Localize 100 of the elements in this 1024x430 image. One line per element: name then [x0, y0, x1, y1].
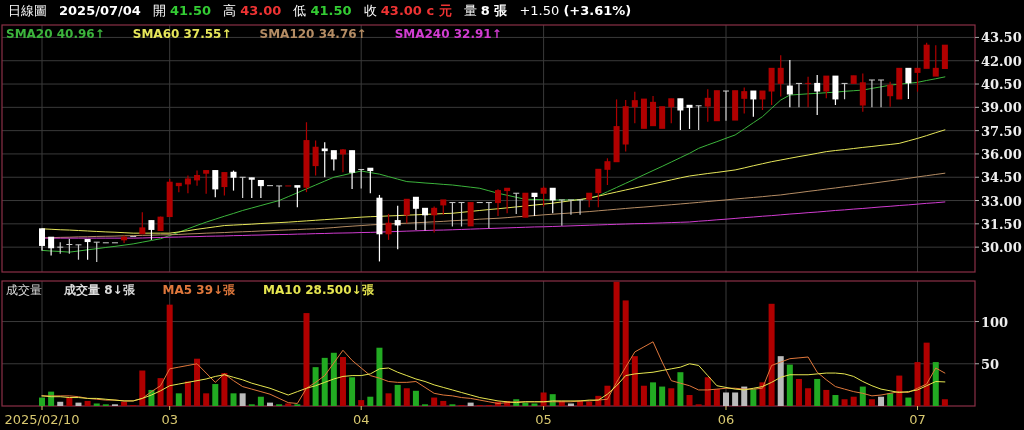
- candlestick: [723, 90, 729, 122]
- candlestick: [695, 105, 702, 131]
- bar: [175, 393, 182, 406]
- bar: [121, 401, 128, 406]
- candlestick: [859, 72, 866, 113]
- x-tick-label: 06: [717, 412, 735, 427]
- candlestick: [39, 228, 45, 252]
- bar: [212, 384, 219, 406]
- candlestick: [823, 75, 830, 99]
- candlestick: [403, 198, 410, 224]
- bar: [285, 403, 292, 406]
- bar: [139, 370, 146, 406]
- x-tick-label: 04: [352, 412, 370, 427]
- bar: [567, 403, 574, 406]
- candlestick: [659, 106, 666, 129]
- bar: [723, 392, 729, 406]
- candlestick: [458, 201, 465, 228]
- y-axis-title: 成交量: [6, 283, 42, 297]
- bar: [805, 388, 812, 406]
- bar: [622, 300, 629, 406]
- candlestick: [805, 76, 812, 108]
- bar: [431, 397, 438, 406]
- bar: [896, 375, 903, 406]
- bar: [704, 377, 711, 406]
- legend: SMA20 40.96↑ SMA60 37.55↑ SMA120 34.76↑ SMA240 32.91↑: [6, 27, 502, 41]
- bar: [184, 381, 191, 406]
- bar: [586, 401, 593, 406]
- candlestick: [412, 196, 419, 231]
- bar: [668, 388, 675, 406]
- bar: [640, 385, 647, 406]
- candlestick: [686, 104, 693, 130]
- bar: [257, 396, 264, 406]
- bar: [923, 342, 930, 406]
- candlestick: [257, 179, 264, 199]
- bar: [39, 397, 45, 406]
- x-tick-label: 05: [535, 412, 552, 427]
- candlestick: [567, 199, 574, 216]
- bar: [777, 356, 784, 406]
- bar: [66, 397, 73, 406]
- bar: [194, 358, 201, 406]
- y-tick-label: 100: [981, 314, 1009, 330]
- bar: [239, 393, 246, 406]
- bar: [786, 364, 793, 406]
- candlestick: [212, 169, 219, 198]
- bar: [84, 400, 91, 406]
- candlestick: [868, 79, 875, 108]
- bar: [221, 373, 228, 406]
- candlestick: [349, 150, 356, 190]
- bar: [859, 386, 866, 406]
- bar: [750, 389, 757, 406]
- candlestick: [385, 213, 392, 241]
- bar: [321, 357, 328, 406]
- y-tick-label: 39.00: [981, 100, 1022, 116]
- bar: [267, 402, 273, 406]
- bar: [540, 392, 547, 406]
- candlestick: [677, 98, 684, 131]
- y-tick-label: 50: [981, 356, 1000, 372]
- candlestick: [139, 211, 146, 235]
- candlestick: [84, 238, 91, 261]
- bar: [932, 362, 939, 406]
- bar: [905, 397, 912, 406]
- bar: [467, 402, 474, 406]
- bar: [376, 347, 383, 406]
- x-tick-label: 2025/02/10: [4, 412, 80, 427]
- candlestick: [604, 157, 611, 186]
- candlestick: [422, 207, 429, 232]
- candlestick: [558, 199, 565, 227]
- candlestick: [741, 86, 748, 114]
- candlestick: [48, 236, 55, 257]
- candlestick: [194, 169, 201, 187]
- bar: [868, 399, 875, 406]
- bar: [841, 399, 848, 406]
- bar: [330, 352, 337, 406]
- legend: 成交量 8↓張 MA5 39↓張 MA10 28.500↓張: [64, 283, 374, 297]
- header: 日線圖 2025/07/04 開 41.50 高 43.00 低 41.50 收 43.00 c 元 量 8 張 +1.50 (+3.61%): [8, 3, 632, 18]
- candlestick: [704, 88, 711, 123]
- bar: [713, 389, 720, 406]
- candlestick: [276, 185, 283, 208]
- candlestick: [905, 67, 912, 100]
- candlestick: [814, 74, 821, 116]
- candlestick: [878, 79, 885, 108]
- bar: [686, 395, 693, 406]
- y-tick-label: 42.00: [981, 53, 1022, 69]
- candlestick: [577, 199, 584, 216]
- bar: [312, 367, 319, 406]
- candlestick: [239, 176, 246, 199]
- candlestick: [184, 174, 191, 194]
- candlestick: [394, 205, 401, 250]
- y-tick-label: 30.00: [981, 240, 1022, 256]
- bar: [203, 393, 210, 406]
- candlestick: [668, 98, 675, 124]
- line-series: [41, 363, 946, 404]
- y-tick-label: 43.50: [981, 30, 1022, 46]
- bar: [732, 392, 739, 406]
- bar: [659, 386, 666, 406]
- candlestick: [230, 169, 237, 192]
- x-tick-label: 03: [161, 412, 178, 427]
- bar: [823, 389, 830, 406]
- bar: [367, 396, 374, 406]
- candlestick: [248, 177, 255, 199]
